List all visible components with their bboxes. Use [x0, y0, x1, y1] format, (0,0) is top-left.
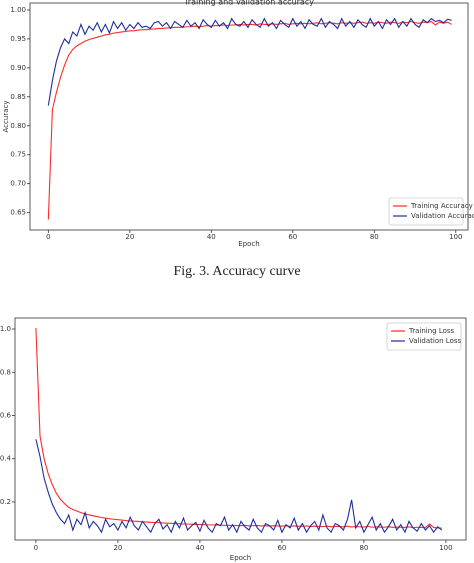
line-series: [47, 20, 452, 220]
legend-label: Training Accuracy: [410, 202, 473, 210]
y-tick-label: 0.2: [0, 498, 11, 506]
x-tick-label: 80: [359, 544, 368, 552]
legend-label: Validation Accuracy: [411, 212, 474, 220]
x-tick-label: 100: [449, 233, 462, 241]
y-tick-label: 0.65: [10, 209, 26, 217]
y-tick-label: 0.75: [10, 151, 26, 159]
line-series: [47, 17, 452, 106]
legend-label: Training Loss: [408, 327, 455, 335]
x-tick-label: 0: [34, 544, 38, 552]
x-tick-label: 40: [195, 544, 204, 552]
line-series: [35, 327, 442, 529]
line-series: [35, 439, 443, 534]
x-tick-label: 100: [439, 544, 452, 552]
x-tick-label: 80: [370, 233, 379, 241]
x-tick-label: 20: [125, 233, 134, 241]
legend-box: [388, 197, 464, 226]
legend-box: [386, 322, 462, 351]
y-tick-label: 0.85: [10, 93, 26, 101]
x-axis-label: Epoch: [238, 240, 259, 248]
x-tick-label: 0: [46, 233, 50, 241]
chart-title: Training and Validation accuracy: [183, 0, 314, 7]
x-tick-label: 60: [277, 544, 286, 552]
x-tick-label: 20: [113, 544, 122, 552]
x-tick-label: 60: [288, 233, 297, 241]
y-tick-label: 0.90: [10, 64, 26, 72]
legend-label: Validation Loss: [409, 337, 461, 345]
y-tick-label: 0.70: [10, 180, 26, 188]
y-tick-label: 0.4: [0, 455, 12, 463]
x-tick-label: 40: [207, 233, 216, 241]
y-tick-label: 1.00: [10, 6, 26, 14]
y-tick-label: 1.0: [0, 325, 11, 333]
x-axis-label: Epoch: [230, 554, 251, 562]
caption: Fig. 3. Accuracy curve: [173, 264, 300, 279]
y-tick-label: 0.80: [10, 122, 26, 130]
y-axis-label: Accuracy: [2, 101, 10, 133]
y-tick-label: 0.95: [10, 35, 26, 43]
y-tick-label: 0.6: [0, 411, 12, 419]
plot-frame: [14, 317, 467, 541]
plot-frame: [29, 2, 469, 231]
y-tick-label: 0.8: [0, 368, 11, 376]
